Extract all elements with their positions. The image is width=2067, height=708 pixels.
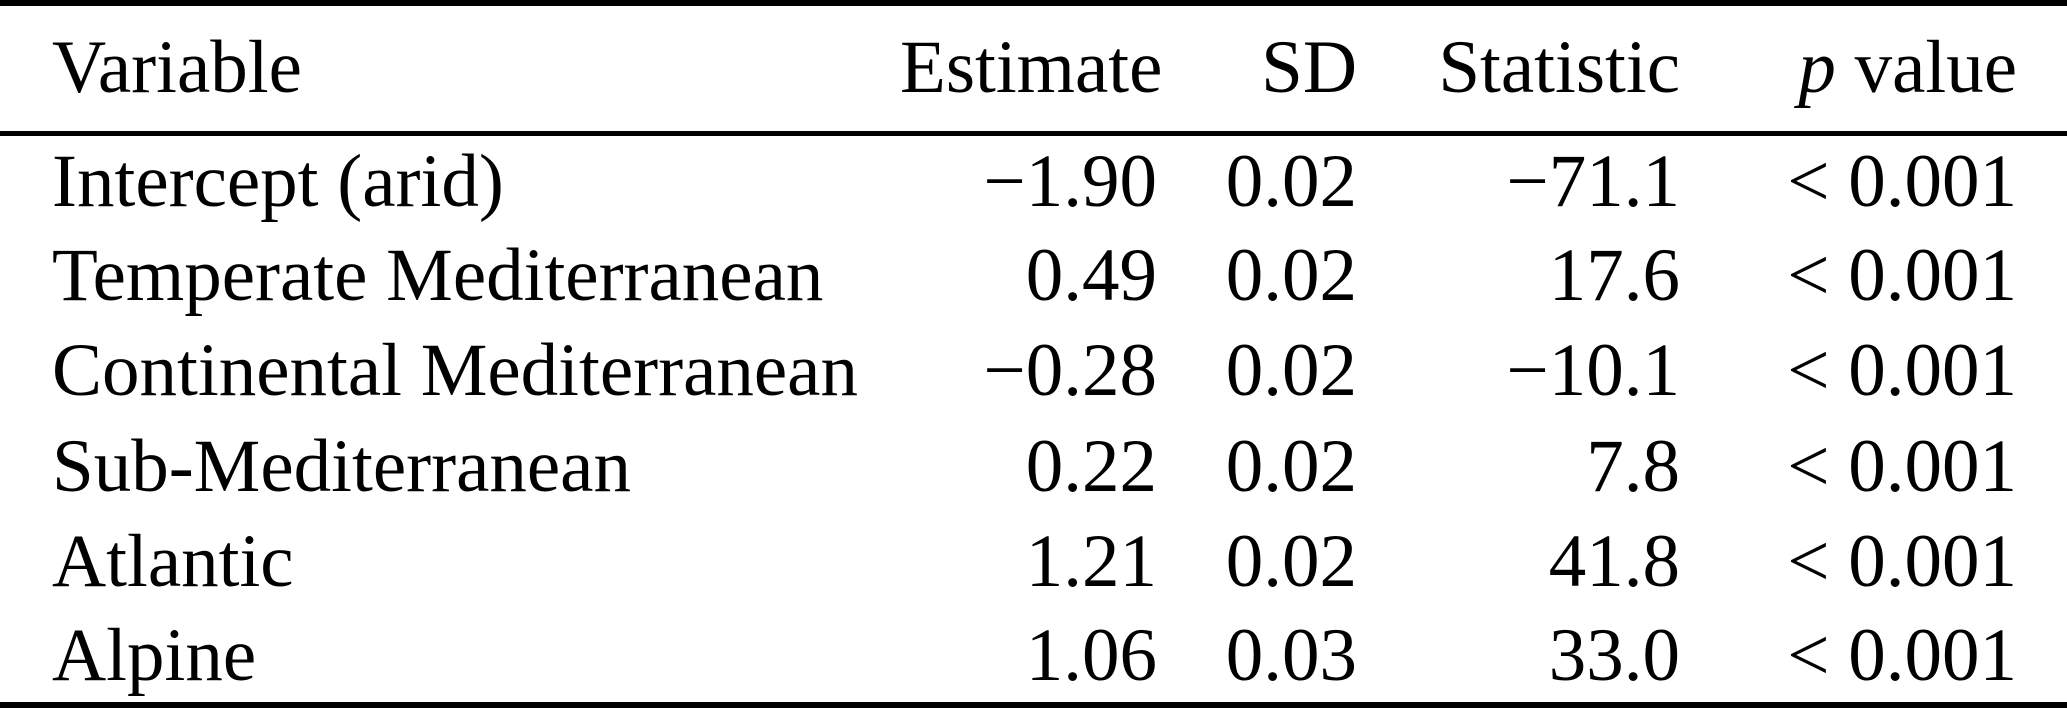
p-value-cell: < 0.001 (1787, 424, 2017, 508)
statistic-cell: −10.1 (1506, 329, 1680, 413)
statistic-cell: 7.8 (1586, 424, 1680, 508)
variable-cell: Intercept (arid) (52, 139, 504, 223)
sd-cell: 0.02 (1225, 139, 1357, 223)
sd-cell: 0.02 (1225, 233, 1357, 317)
estimate-cell: 1.21 (1025, 519, 1157, 603)
sd-cell: 0.03 (1225, 613, 1357, 697)
sd-cell: 0.02 (1225, 424, 1357, 508)
header-variable: Variable (0, 3, 900, 136)
statistic-cell: 33.0 (1548, 613, 1680, 697)
header-estimate: Estimate (900, 3, 1162, 136)
table-row: Temperate Mediterranean 0.49 0.02 17.6 < 0.0… (0, 228, 2067, 323)
table-row: Continental Mediterranean −0.28 0.02 −10.1 <… (0, 324, 2067, 419)
estimate-cell: −1.90 (983, 139, 1157, 223)
variable-cell: Alpine (52, 613, 257, 697)
table-header-row: Variable Estimate SD Statistic p value (0, 3, 2067, 136)
variable-cell: Sub-Mediterranean (52, 424, 631, 508)
statistic-cell: 41.8 (1548, 519, 1680, 603)
header-sd: SD (1157, 3, 1357, 136)
variable-cell: Temperate Mediterranean (52, 233, 824, 317)
statistic-cell: 17.6 (1548, 233, 1680, 317)
estimate-cell: −0.28 (983, 329, 1157, 413)
sd-cell: 0.02 (1225, 519, 1357, 603)
table-row: Sub-Mediterranean 0.22 0.02 7.8 < 0.001 (0, 419, 2067, 514)
p-value-cell: < 0.001 (1787, 233, 2017, 317)
p-value-cell: < 0.001 (1787, 139, 2017, 223)
p-value-cell: < 0.001 (1787, 613, 2017, 697)
header-p-value: p value (1680, 3, 2067, 136)
sd-cell: 0.02 (1225, 329, 1357, 413)
table-row: Atlantic 1.21 0.02 41.8 < 0.001 (0, 514, 2067, 609)
variable-cell: Continental Mediterranean (52, 329, 858, 413)
estimate-cell: 1.06 (1025, 613, 1157, 697)
table-row: Alpine 1.06 0.03 33.0 < 0.001 (0, 610, 2067, 705)
header-statistic: Statistic (1357, 3, 1680, 136)
variable-cell: Atlantic (52, 519, 294, 603)
statistic-cell: −71.1 (1506, 139, 1680, 223)
p-value-word: value (1854, 26, 2017, 110)
table-body: Intercept (arid) −1.90 0.02 −71.1 < 0.001 Tem… (0, 133, 2067, 705)
table-row: Intercept (arid) −1.90 0.02 −71.1 < 0.001 (0, 133, 2067, 228)
p-italic-symbol: p (1798, 26, 1836, 110)
p-value-cell: < 0.001 (1787, 519, 2017, 603)
p-value-cell: < 0.001 (1787, 329, 2017, 413)
estimate-cell: 0.49 (1025, 233, 1157, 317)
estimate-cell: 0.22 (1025, 424, 1157, 508)
table-header: Variable Estimate SD Statistic p value (0, 3, 2067, 136)
